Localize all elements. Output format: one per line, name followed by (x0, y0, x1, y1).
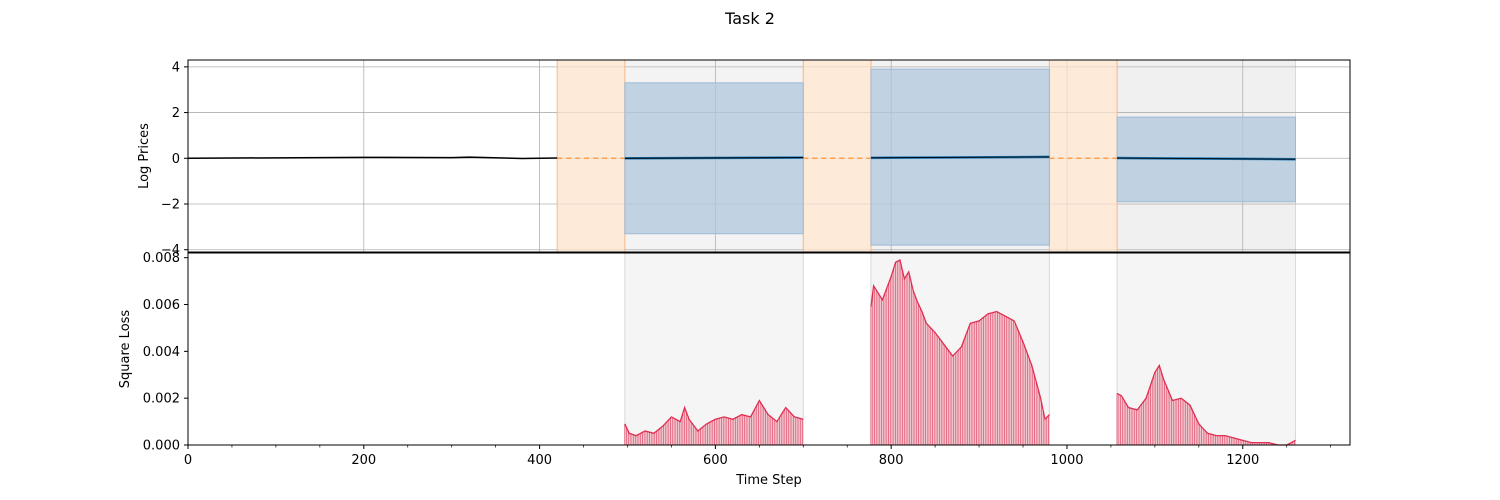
price-lines (187, 155, 1296, 161)
actual-line (870, 156, 1050, 159)
top-y-axis-label: Log Prices (137, 123, 152, 189)
loss-lines (624, 259, 1296, 446)
top-y-tick-label: −4 (161, 243, 180, 258)
loss-line (1116, 363, 1296, 446)
square-loss-panel: 0.000 0.002 0.004 0.006 0.008 0 200 400 600 800 1… (118, 251, 1351, 488)
bottom-y-tick-label: 0.002 (143, 392, 180, 407)
bottom-x-axis-label: Time Step (735, 473, 802, 488)
top-y-tick-label: 4 (172, 60, 180, 75)
bottom-y-tick-label: 0.006 (143, 298, 180, 313)
loss-line (624, 399, 804, 437)
bottom-y-tick-label: 0.000 (143, 439, 180, 454)
bottom-x-tick-label: 600 (703, 453, 728, 468)
top-y-tick-label: 0 (172, 152, 180, 167)
top-y-tick-label: −2 (161, 198, 180, 213)
bottom-x-tick-label: 200 (351, 453, 376, 468)
bottom-y-tick-label: 0.008 (143, 251, 180, 266)
bottom-x-tick-label: 800 (879, 453, 904, 468)
bottom-axes-frame (187, 252, 1351, 446)
loss-line (870, 259, 1050, 421)
bottom-x-tick-label: 1000 (1050, 453, 1083, 468)
bottom-x-ticks: 0 200 400 600 800 1000 1200 (184, 445, 1332, 468)
top-y-tick-label: 2 (172, 106, 180, 121)
gap-region (803, 60, 871, 252)
gap-region (1049, 60, 1118, 252)
figure-title: Task 2 (724, 9, 775, 28)
price-line (187, 156, 558, 160)
bottom-y-tick-label: 0.004 (143, 345, 180, 360)
top-y-ticks: −4 −2 0 2 4 (161, 60, 188, 258)
actual-line (624, 157, 804, 159)
bottom-x-tick-label: 400 (527, 453, 552, 468)
top-axes-frame (187, 59, 1351, 253)
bottom-x-tick-label: 0 (184, 453, 192, 468)
bottom-shade-window (624, 253, 804, 445)
top-gap-regions (556, 60, 1118, 252)
bottom-y-ticks: 0.000 0.002 0.004 0.006 0.008 (143, 251, 188, 454)
bottom-x-tick-label: 1200 (1226, 453, 1259, 468)
actual-line (1117, 157, 1296, 160)
log-prices-panel: −4 −2 0 2 4 Log Prices (137, 59, 1351, 258)
loss-bars (624, 260, 1296, 445)
gap-region (557, 60, 625, 252)
bottom-y-axis-label: Square Loss (118, 310, 133, 389)
